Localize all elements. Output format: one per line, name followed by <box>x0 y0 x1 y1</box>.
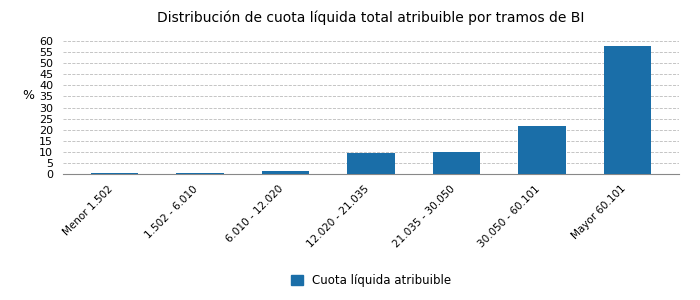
Y-axis label: %: % <box>22 89 34 102</box>
Title: Distribución de cuota líquida total atribuible por tramos de BI: Distribución de cuota líquida total atri… <box>158 10 584 25</box>
Bar <box>91 173 138 174</box>
Legend: Cuota líquida atribuible: Cuota líquida atribuible <box>286 269 456 292</box>
Bar <box>347 153 395 174</box>
Bar <box>433 152 480 174</box>
Bar <box>519 126 566 174</box>
Bar <box>176 173 223 174</box>
Bar <box>604 46 651 174</box>
Bar <box>262 171 309 174</box>
